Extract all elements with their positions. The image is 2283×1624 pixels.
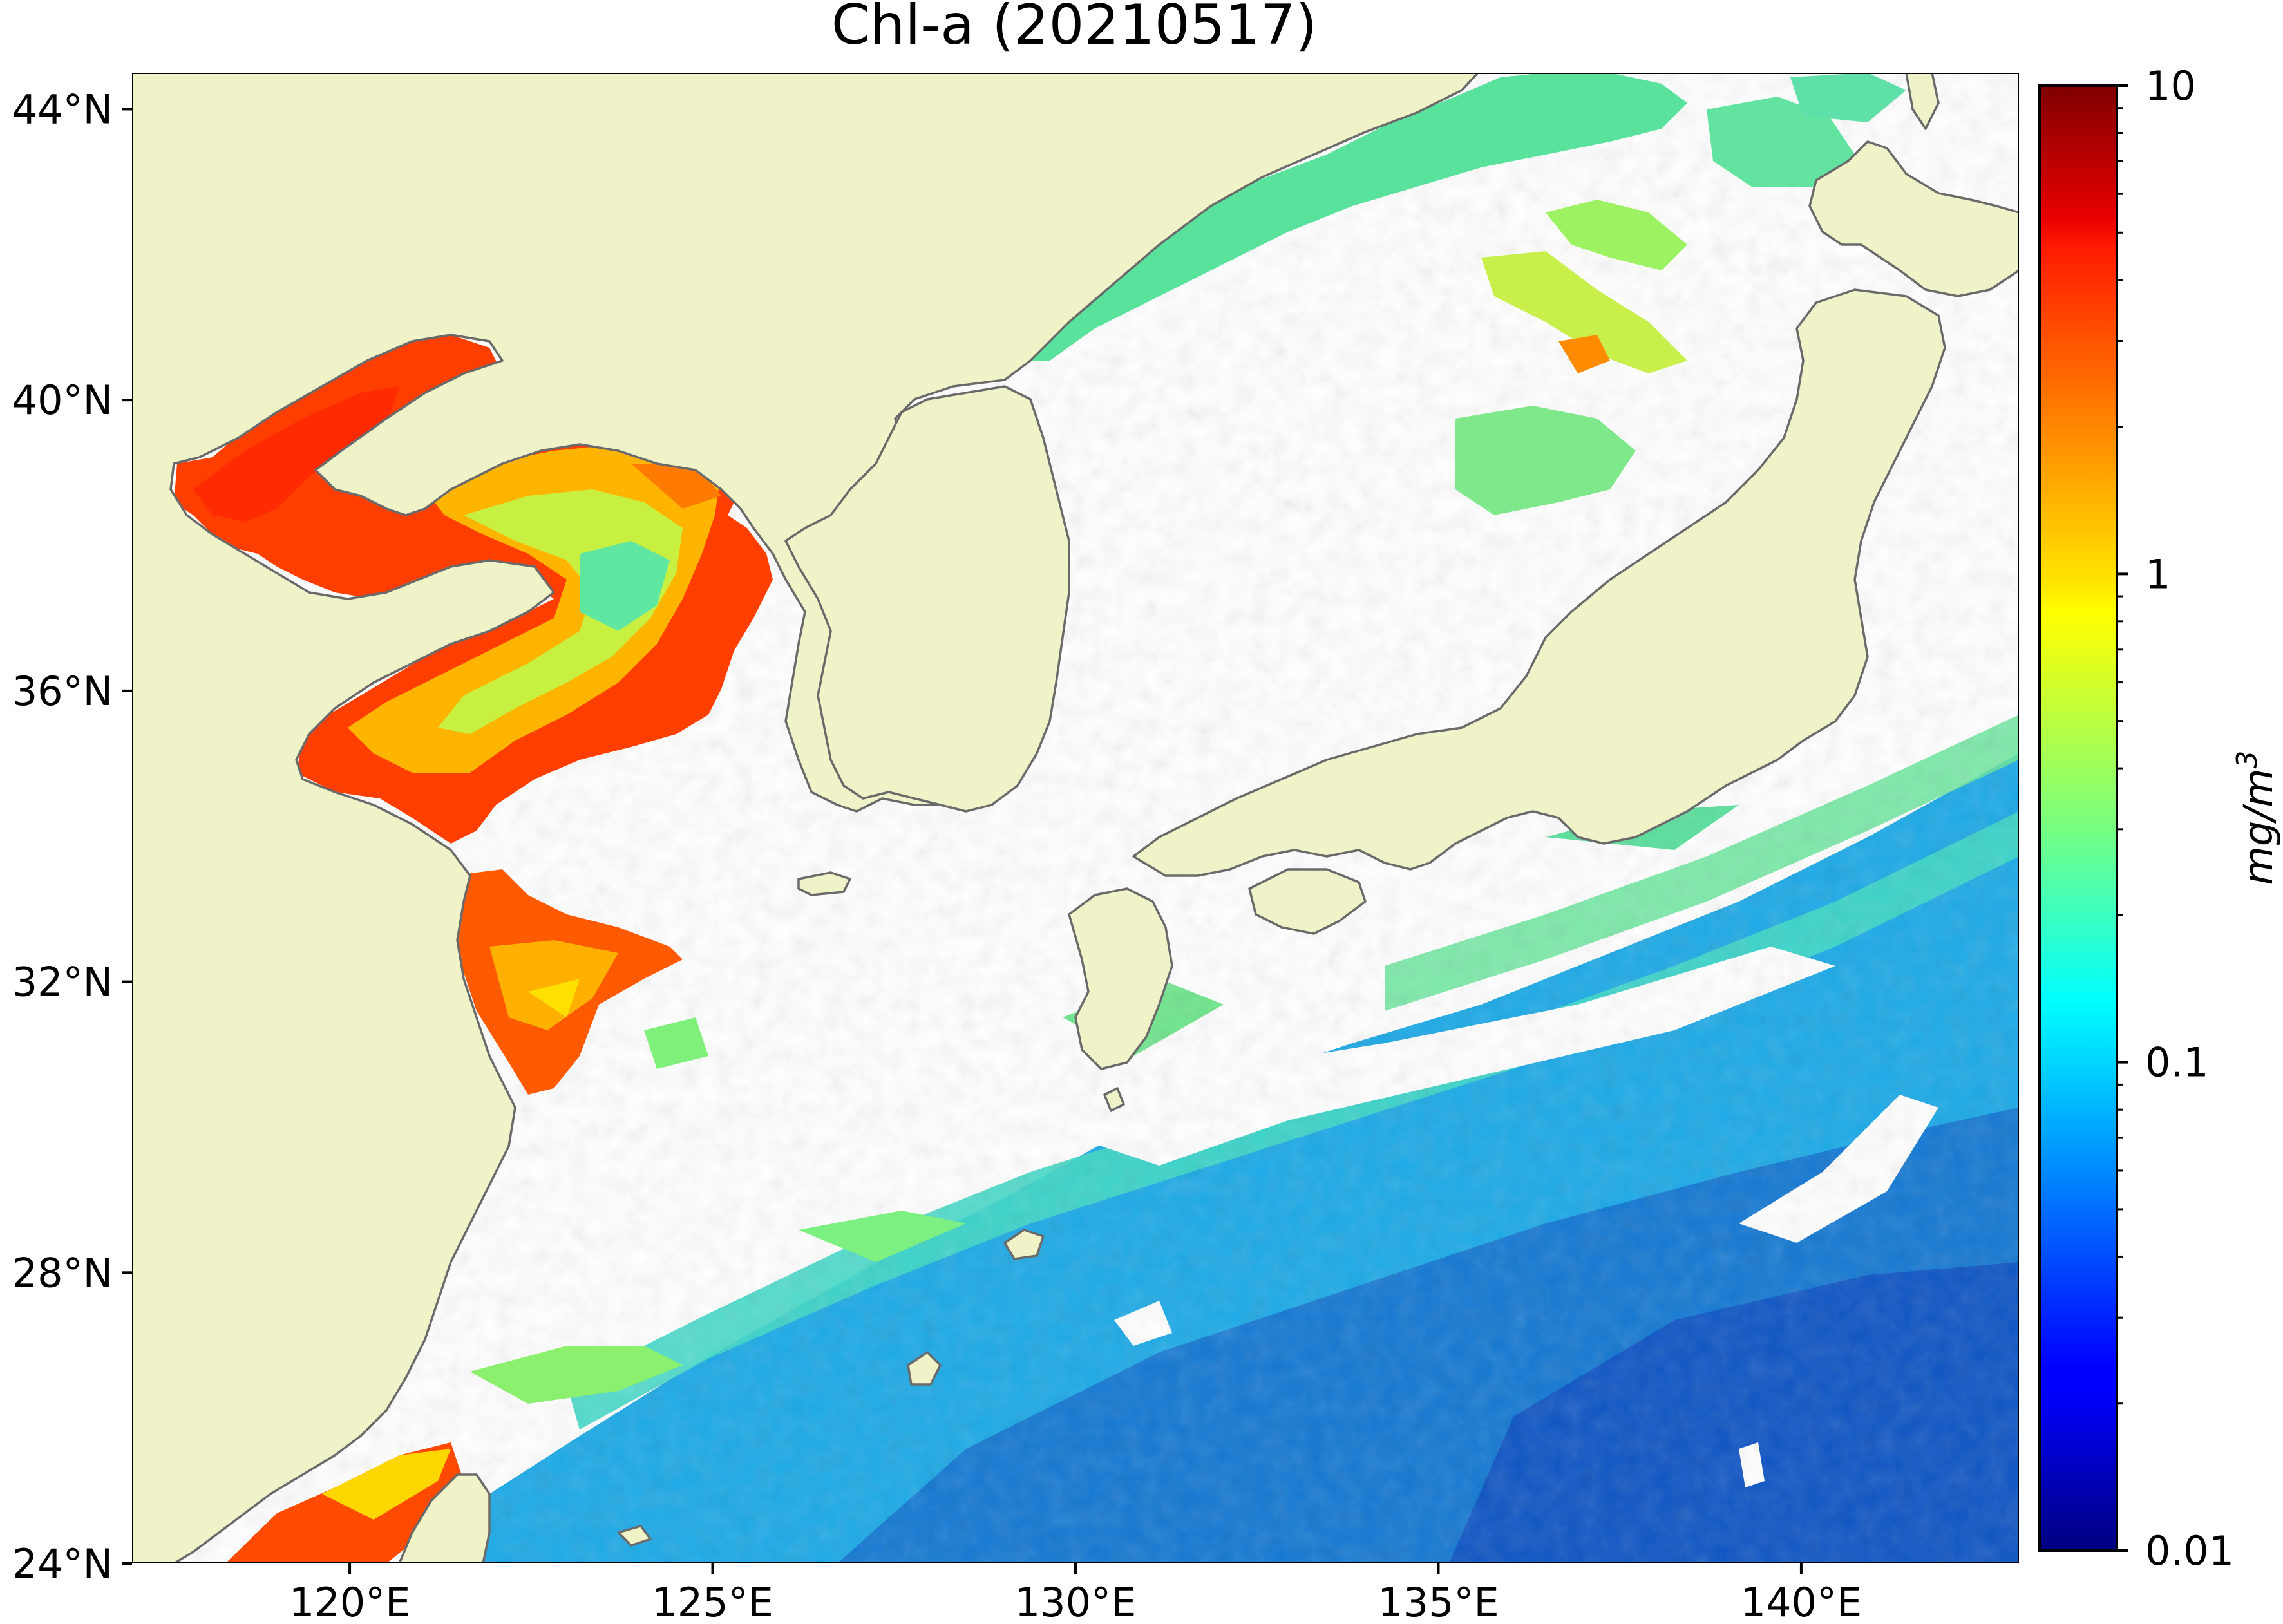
- map-title: Chl-a (20210517): [831, 0, 1317, 57]
- latitude-axis: 24°N 28°N 32°N 36°N 40°N 44°N: [12, 86, 132, 1587]
- okinawa-island: [907, 1351, 942, 1386]
- ishigaki-island: [617, 1525, 652, 1547]
- lat-tick-label: 40°N: [12, 377, 113, 424]
- colorbar-ticks: 0.01 0.1 1 10: [2117, 62, 2234, 1574]
- colorbar-label: mg/m3: [2231, 750, 2282, 885]
- lat-tick-label: 44°N: [12, 86, 113, 133]
- lat-tick-label: 28°N: [12, 1249, 113, 1296]
- colorbar-tick-label: 0.01: [2145, 1527, 2234, 1574]
- lon-tick-label: 140°E: [1741, 1579, 1862, 1624]
- kyushu: [1068, 887, 1173, 1070]
- ocean-chlorophyll-east-china-sea: [225, 869, 966, 1563]
- colorbar: 0.01 0.1 1 10 mg/m3: [2038, 62, 2282, 1574]
- colorbar-tick-label: 0.1: [2145, 1039, 2209, 1086]
- lat-tick-label: 32°N: [12, 959, 113, 1006]
- lon-tick-label: 135°E: [1378, 1579, 1499, 1624]
- korean-peninsula: [784, 385, 1070, 813]
- jeju-island: [797, 871, 851, 896]
- shikoku: [1248, 868, 1367, 935]
- tanegashima: [1103, 1087, 1125, 1112]
- colorbar-tick-label: 10: [2145, 62, 2196, 109]
- lat-tick-label: 36°N: [12, 668, 113, 715]
- lon-tick-label: 120°E: [289, 1579, 411, 1624]
- land-areas: [132, 73, 2019, 1563]
- amami-island: [1003, 1229, 1045, 1260]
- lon-tick-label: 125°E: [652, 1579, 773, 1624]
- colorbar-tick-label: 1: [2145, 551, 2170, 598]
- ocean-chlorophyll-yellow-sea: [174, 335, 773, 844]
- colorbar-gradient: [2038, 84, 2118, 1552]
- taiwan: [398, 1473, 491, 1563]
- lon-tick-label: 130°E: [1015, 1579, 1137, 1624]
- longitude-axis: 120°E 125°E 130°E 135°E 140°E: [289, 1563, 1862, 1624]
- honshu: [1132, 288, 1946, 877]
- hokkaido: [1808, 140, 2019, 297]
- sakhalin: [1905, 73, 1940, 130]
- lat-tick-label: 24°N: [12, 1540, 113, 1587]
- ocean-chlorophyll-sea-of-japan: [1024, 73, 1906, 515]
